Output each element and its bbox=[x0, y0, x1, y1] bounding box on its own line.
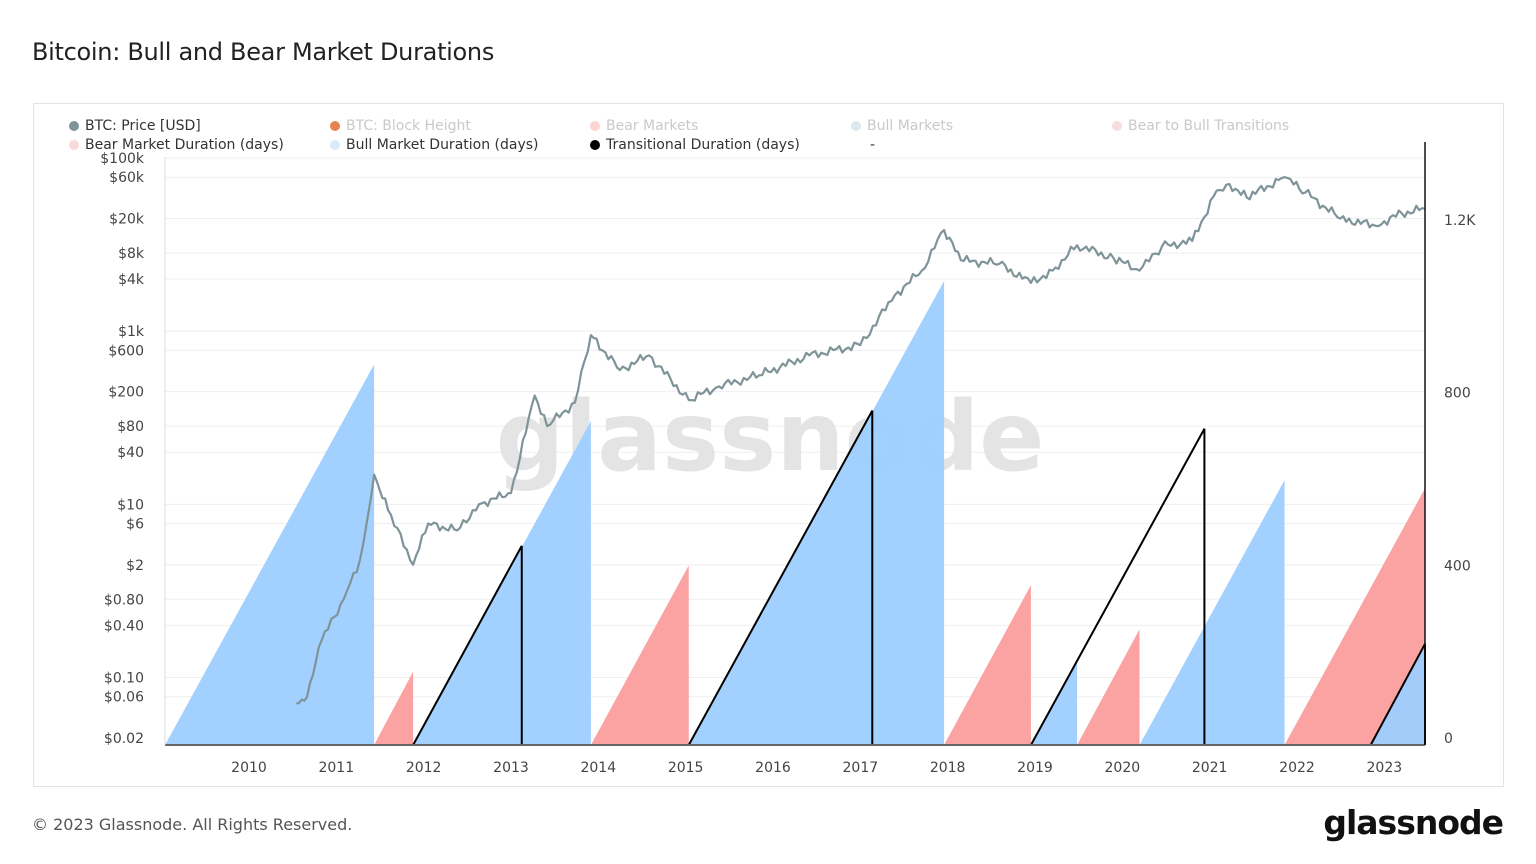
legend-label: Bear Markets bbox=[606, 118, 699, 134]
legend-label: Transitional Duration (days) bbox=[606, 137, 800, 153]
y-right-tick-label: 400 bbox=[1444, 558, 1471, 574]
legend-label: Bear Market Duration (days) bbox=[85, 137, 284, 153]
legend-item[interactable]: BTC: Block Height bbox=[330, 118, 471, 134]
y-left-tick-label: $0.06 bbox=[104, 690, 144, 706]
bear-market-duration-area bbox=[1077, 629, 1140, 745]
transitional-duration-line bbox=[412, 545, 523, 746]
legend-dot-icon bbox=[851, 121, 861, 131]
transitional-duration-line bbox=[1030, 428, 1206, 746]
legend-item[interactable]: Bear to Bull Transitions bbox=[1112, 118, 1289, 134]
x-tick-label: 2015 bbox=[668, 760, 704, 776]
legend-item[interactable]: Bull Market Duration (days) bbox=[330, 137, 539, 153]
legend-label: - bbox=[870, 137, 876, 153]
legend-dot-icon bbox=[69, 140, 79, 150]
legend-item[interactable]: Bear Market Duration (days) bbox=[69, 137, 284, 153]
legend-dot-icon bbox=[330, 140, 340, 150]
glassnode-logo: glassnode bbox=[1323, 803, 1504, 842]
bear-market-duration-area bbox=[374, 671, 414, 745]
y-right-tick-label: 800 bbox=[1444, 386, 1471, 402]
x-tick-label: 2014 bbox=[580, 760, 616, 776]
y-left-tick-label: $20k bbox=[109, 212, 145, 228]
x-tick-label: 2020 bbox=[1105, 760, 1141, 776]
x-tick-label: 2017 bbox=[843, 760, 879, 776]
axes: $100k $60k $20k $8k $4k $1k $600 $200 $80 $40 $10 $… bbox=[100, 142, 1476, 776]
legend-dot-icon bbox=[590, 121, 600, 131]
y-right-tick-label: 1.2K bbox=[1444, 213, 1476, 229]
bear-market-duration-area bbox=[944, 585, 1031, 745]
y-left-tick-label: $40 bbox=[117, 445, 144, 461]
chart-title: Bitcoin: Bull and Bear Market Durations bbox=[32, 38, 495, 66]
x-tick-label: 2021 bbox=[1192, 760, 1228, 776]
x-tick-label: 2022 bbox=[1279, 760, 1315, 776]
y-left-tick-label: $8k bbox=[118, 246, 145, 262]
legend-label: Bull Market Duration (days) bbox=[346, 137, 539, 153]
x-tick-label: 2016 bbox=[755, 760, 791, 776]
bull-market-duration-area bbox=[1139, 480, 1285, 745]
legend-label: Bull Markets bbox=[867, 118, 954, 134]
y-left-tick-label: $600 bbox=[108, 343, 144, 359]
legend-dot-icon bbox=[1112, 121, 1122, 131]
legend-dot-icon bbox=[330, 121, 340, 131]
transitional-duration-line bbox=[687, 410, 874, 746]
x-tick-label: 2013 bbox=[493, 760, 529, 776]
x-tick-label: 2023 bbox=[1367, 760, 1403, 776]
x-tick-label: 2018 bbox=[930, 760, 966, 776]
legend-dot-icon bbox=[590, 140, 600, 150]
legend-item[interactable]: Bull Markets bbox=[851, 118, 953, 134]
bear-market-duration-area bbox=[1284, 488, 1425, 745]
legend-label: BTC: Price [USD] bbox=[85, 118, 201, 134]
chart-frame bbox=[33, 103, 1504, 787]
price-series bbox=[296, 176, 1426, 705]
y-left-tick-label: $60k bbox=[109, 170, 145, 186]
y-left-tick-label: $0.80 bbox=[104, 592, 144, 608]
legend-item[interactable]: Transitional Duration (days) bbox=[590, 137, 800, 153]
legend-dot-icon bbox=[69, 121, 79, 131]
y-left-tick-label: $10 bbox=[117, 497, 144, 513]
y-left-tick-label: $80 bbox=[117, 419, 144, 435]
bear-market-duration-area bbox=[590, 565, 689, 745]
x-tick-label: 2011 bbox=[318, 760, 354, 776]
y-left-tick-label: $100k bbox=[100, 151, 145, 167]
y-left-tick-label: $2 bbox=[126, 558, 144, 574]
y-left-tick-label: $6 bbox=[126, 517, 144, 533]
y-left-tick-label: $0.40 bbox=[104, 618, 144, 634]
bull-market-duration-area bbox=[165, 364, 375, 745]
copyright: © 2023 Glassnode. All Rights Reserved. bbox=[32, 815, 353, 834]
legend-item[interactable]: BTC: Price [USD] bbox=[69, 118, 201, 134]
y-left-tick-label: $200 bbox=[108, 385, 144, 401]
x-tick-label: 2019 bbox=[1017, 760, 1053, 776]
legend-item[interactable]: Bear Markets bbox=[590, 118, 698, 134]
legend-label: Bear to Bull Transitions bbox=[1128, 118, 1290, 134]
btc-price-line bbox=[296, 176, 1426, 705]
y-left-tick-label: $4k bbox=[118, 272, 145, 288]
y-right-tick-label: 0 bbox=[1444, 731, 1453, 747]
y-left-tick-label: $0.10 bbox=[104, 670, 144, 686]
legend-label: BTC: Block Height bbox=[346, 118, 471, 134]
y-left-tick-label: $1k bbox=[118, 324, 145, 340]
x-tick-label: 2010 bbox=[231, 760, 267, 776]
x-tick-label: 2012 bbox=[406, 760, 442, 776]
y-left-tick-label: $0.02 bbox=[104, 731, 144, 747]
legend-item[interactable]: - bbox=[870, 137, 875, 153]
